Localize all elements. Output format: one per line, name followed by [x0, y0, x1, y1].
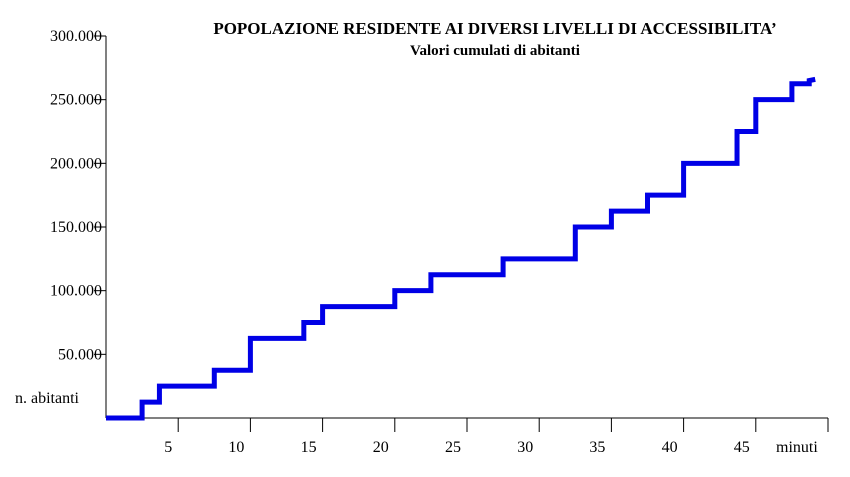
x-axis-label: minuti	[776, 439, 818, 456]
y-tick-label: 50.000	[58, 346, 102, 363]
y-axis: 50.000 100.000 150.000 200.000 250.000 300.00…	[50, 28, 107, 418]
y-tick-label: 300.000	[50, 28, 102, 45]
series-layer	[105, 76, 816, 421]
y-axis-label: n. abitanti	[15, 390, 80, 407]
series-line	[106, 76, 816, 421]
y-tick-label: 100.000	[50, 283, 102, 300]
x-tick-label: 10	[228, 439, 244, 456]
x-tick-label: 35	[589, 439, 605, 456]
x-tick-label: 25	[445, 439, 461, 456]
x-tick-label: 30	[517, 439, 533, 456]
chart-subtitle: Valori cumulati di abitanti	[410, 43, 580, 59]
x-tick-label: 5	[164, 439, 172, 456]
y-tick-label: 150.000	[50, 219, 102, 236]
x-tick-label: 40	[662, 439, 678, 456]
x-tick-label: 20	[373, 439, 389, 456]
y-tick-label: 200.000	[50, 155, 102, 172]
x-axis: 5 10 15 20 25 30 35 40 45	[106, 417, 829, 456]
y-tick-label: 250.000	[50, 92, 102, 109]
x-tick-label: 15	[301, 439, 317, 456]
chart-title: POPOLAZIONE RESIDENTE AI DIVERSI LIVELLI…	[213, 19, 776, 38]
x-tick-label: 45	[734, 439, 750, 456]
